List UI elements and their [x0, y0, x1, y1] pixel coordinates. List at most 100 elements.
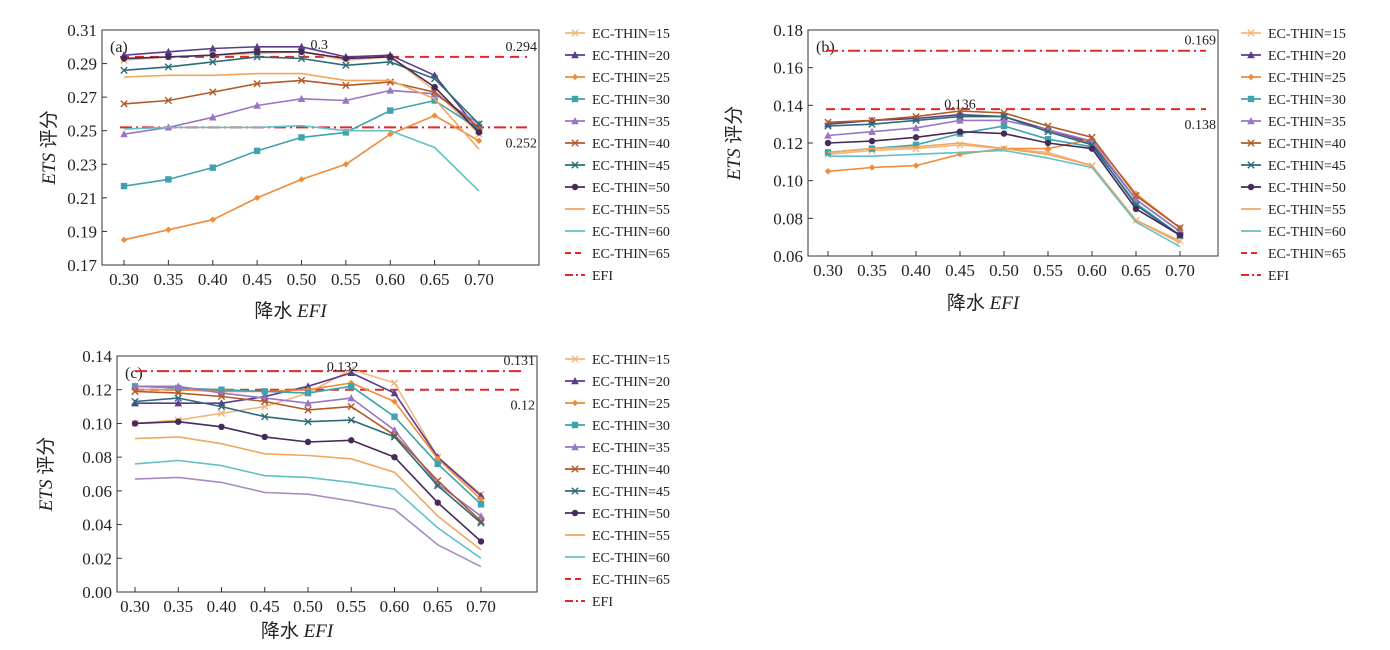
data-point [342, 129, 350, 136]
legend-label: EC-THIN=35 [592, 115, 670, 130]
legend-label: EFI [1268, 269, 1289, 284]
data-point [475, 129, 483, 136]
legend-marker [1247, 29, 1255, 37]
legend-label: EC-THIN=35 [1268, 115, 1346, 130]
data-point [304, 389, 312, 397]
data-point [209, 216, 216, 223]
series-ec-thin-45 [131, 394, 485, 527]
legend-label: EC-THIN=15 [592, 27, 670, 42]
y-tick-label: 0.19 [67, 222, 97, 241]
data-point [1176, 237, 1184, 245]
data-point [342, 161, 350, 168]
panel-label: (b) [816, 39, 835, 56]
x-tick-label: 0.60 [380, 597, 410, 616]
series-line [134, 476, 482, 568]
series-line [134, 397, 482, 524]
data-point [120, 130, 128, 138]
data-point [956, 128, 964, 135]
legend-item: EC-THIN=35 [565, 441, 670, 456]
legend-label: EC-THIN=35 [592, 441, 670, 456]
legend-label: EC-THIN=25 [1268, 71, 1346, 86]
data-point [217, 409, 226, 418]
data-point [433, 480, 442, 488]
series-ec-thin-60 [123, 124, 480, 192]
legend-label: EC-THIN=25 [592, 397, 670, 412]
x-axis-label-cn: 降水 [261, 620, 304, 642]
legend-label: EC-THIN=50 [592, 181, 670, 196]
legend-marker [571, 161, 579, 169]
y-tick-label: 0.08 [773, 209, 803, 228]
data-point [387, 107, 394, 114]
data-point [391, 398, 398, 405]
data-point [390, 389, 399, 397]
reference-line-label: 0.169 [1185, 34, 1217, 49]
series-ec-thin-45 [120, 53, 483, 128]
x-axis-label-en: EFI [989, 293, 1021, 314]
legend-label: EC-THIN=20 [1268, 49, 1346, 64]
annotation: 0.132 [327, 360, 359, 375]
x-tick-label: 0.50 [293, 597, 323, 616]
data-point [1044, 139, 1052, 147]
legend-marker [571, 73, 579, 81]
data-point [253, 48, 261, 56]
x-tick-label: 0.35 [857, 261, 887, 280]
legend-marker [571, 183, 579, 191]
series-line [827, 142, 1181, 244]
legend-label: EC-THIN=50 [592, 507, 670, 522]
x-axis-label-en: EFI [296, 301, 328, 322]
data-point [912, 162, 920, 169]
panel-label: (a) [110, 39, 128, 56]
x-tick-label: 0.60 [375, 270, 405, 289]
y-tick-label: 0.12 [82, 381, 112, 400]
data-point [390, 433, 399, 441]
legend-label: EC-THIN=30 [592, 419, 670, 434]
legend-label: EC-THIN=45 [1268, 159, 1346, 174]
legend-marker [571, 355, 579, 363]
y-axis-label-cn: 评分 [38, 110, 60, 148]
legend-label: EC-THIN=25 [592, 71, 670, 86]
x-axis-label-en: EFI [303, 621, 335, 642]
data-point [477, 512, 485, 520]
series-ec-thin-50 [131, 418, 485, 545]
legend-label: EC-THIN=55 [592, 529, 670, 544]
data-point [868, 164, 876, 171]
data-point [824, 168, 832, 175]
legend-label: EC-THIN=30 [592, 93, 670, 108]
series-line [123, 79, 480, 129]
data-point [304, 406, 312, 414]
data-point [304, 438, 312, 446]
data-point [261, 433, 268, 441]
data-point [434, 499, 441, 506]
reference-line-label: 0.252 [506, 136, 538, 151]
data-point [912, 116, 920, 125]
series-ec-thin-55 [134, 436, 482, 551]
legend-marker [1247, 183, 1255, 191]
data-point [253, 147, 261, 155]
data-point [912, 123, 920, 132]
data-point [209, 88, 217, 96]
y-tick-label: 0.17 [67, 256, 97, 275]
data-point [217, 402, 226, 411]
legend-label: EC-THIN=45 [592, 485, 670, 500]
legend-item: EC-THIN=25 [1241, 71, 1346, 86]
x-tick-label: 0.30 [813, 261, 843, 280]
x-tick-label: 0.65 [420, 270, 450, 289]
legend-a: EC-THIN=15 EC-THIN=20 EC-THIN=25 EC-THIN=30… [565, 27, 670, 284]
legend-item: EC-THIN=15 [565, 353, 670, 368]
y-axis-label: ETS 评分 [723, 106, 745, 181]
series-line [134, 436, 482, 551]
data-point [297, 76, 306, 85]
legend-label: EC-THIN=40 [1268, 137, 1346, 152]
y-tick-label: 0.08 [82, 448, 112, 467]
y-tick-label: 0.12 [773, 134, 803, 153]
data-point [348, 437, 355, 444]
data-point [477, 496, 485, 503]
data-point [1132, 192, 1140, 200]
data-point [956, 107, 964, 115]
panel-c: 0.00 0.02 0.04 0.06 0.08 0.10 0.12 0.14 0.30 0.35… [35, 347, 538, 642]
data-point [165, 226, 172, 233]
series-line [134, 459, 482, 559]
x-tick-label: 0.70 [466, 597, 496, 616]
legend-marker [1247, 51, 1255, 59]
legend-marker [1247, 139, 1255, 147]
